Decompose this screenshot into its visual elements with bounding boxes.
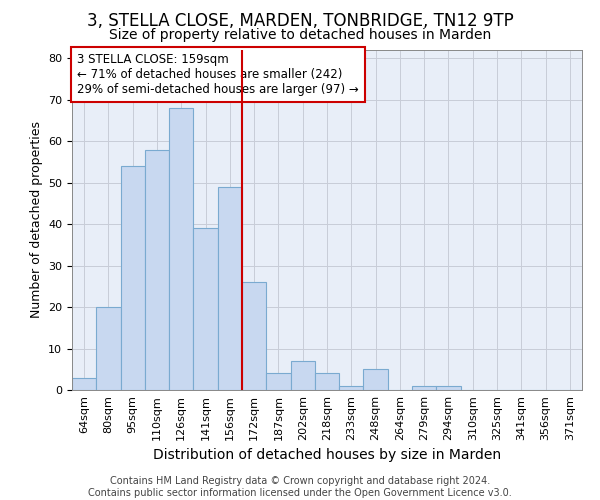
- Bar: [364, 370, 388, 390]
- Text: 3 STELLA CLOSE: 159sqm
← 71% of detached houses are smaller (242)
29% of semi-de: 3 STELLA CLOSE: 159sqm ← 71% of detached…: [77, 54, 359, 96]
- Text: Contains HM Land Registry data © Crown copyright and database right 2024.
Contai: Contains HM Land Registry data © Crown c…: [88, 476, 512, 498]
- Bar: [145, 150, 169, 390]
- Bar: [315, 374, 339, 390]
- Text: Size of property relative to detached houses in Marden: Size of property relative to detached ho…: [109, 28, 491, 42]
- Text: 3, STELLA CLOSE, MARDEN, TONBRIDGE, TN12 9TP: 3, STELLA CLOSE, MARDEN, TONBRIDGE, TN12…: [86, 12, 514, 30]
- Bar: [242, 282, 266, 390]
- Y-axis label: Number of detached properties: Number of detached properties: [29, 122, 43, 318]
- Bar: [339, 386, 364, 390]
- Bar: [96, 307, 121, 390]
- Bar: [193, 228, 218, 390]
- Bar: [72, 378, 96, 390]
- Bar: [266, 374, 290, 390]
- Bar: [412, 386, 436, 390]
- Bar: [436, 386, 461, 390]
- Bar: [169, 108, 193, 390]
- Bar: [218, 187, 242, 390]
- Bar: [290, 361, 315, 390]
- X-axis label: Distribution of detached houses by size in Marden: Distribution of detached houses by size …: [153, 448, 501, 462]
- Bar: [121, 166, 145, 390]
